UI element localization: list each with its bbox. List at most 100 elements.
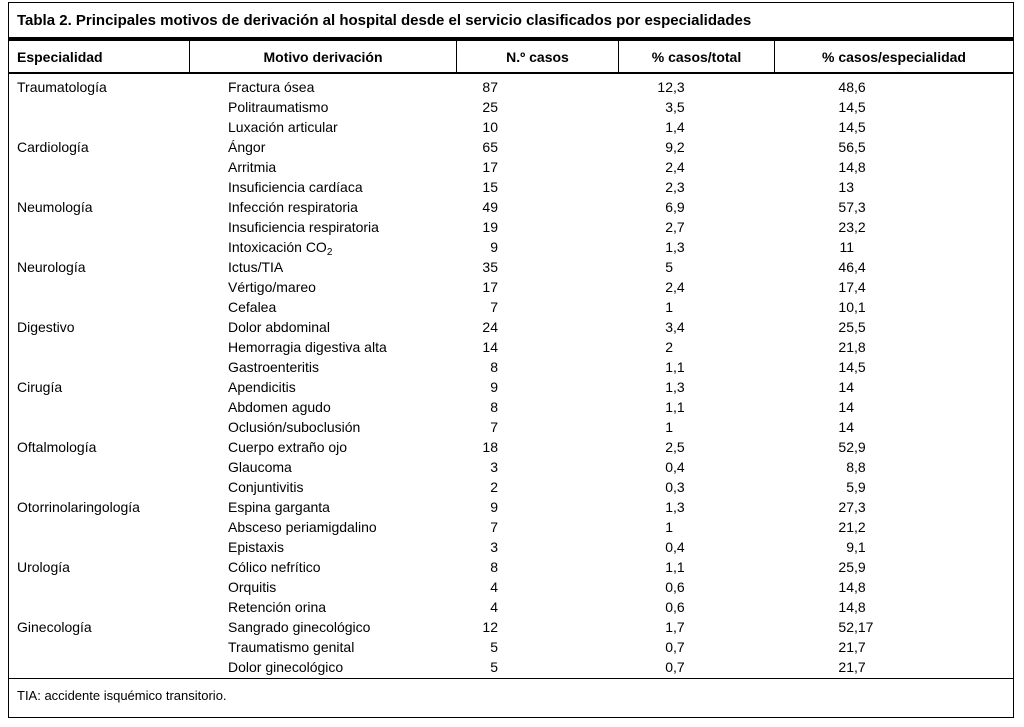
cell-especialidad: Cirugía	[17, 379, 63, 395]
cell-especialidad	[9, 357, 189, 377]
cell-pct-especialidad: 10,1	[838, 299, 866, 315]
table-row: Traumatología Fractura ósea 87 12,3 48,6	[9, 77, 1013, 97]
cell-n-casos: 19	[482, 219, 498, 235]
cell-especialidad	[9, 397, 189, 417]
cell-motivo: Politraumatismo	[228, 99, 329, 115]
cell-pct-total: 0,4	[665, 539, 685, 555]
cell-motivo: Infección respiratoria	[228, 199, 358, 215]
cell-motivo: Glaucoma	[228, 459, 292, 475]
cell-motivo: Cefalea	[228, 299, 277, 315]
cell-pct-total: 0,4	[665, 459, 685, 475]
cell-especialidad	[9, 117, 189, 137]
cell-motivo: Fractura ósea	[228, 79, 315, 95]
table-row: Ginecología Sangrado ginecológico 12 1,7 52,…	[9, 617, 1013, 637]
cell-pct-total: 2,7	[665, 219, 685, 235]
cell-pct-total: 2,3	[665, 179, 685, 195]
cell-pct-total: 9,2	[665, 139, 685, 155]
cell-pct-especialidad: 14	[838, 399, 854, 415]
cell-pct-total: 1,1	[665, 559, 685, 575]
table-footnote: TIA: accidente isquémico transitorio.	[17, 688, 227, 703]
cell-motivo: Espina garganta	[228, 499, 330, 515]
cell-pct-total: 5	[665, 259, 673, 275]
cell-pct-total: 12,3	[657, 79, 685, 95]
cell-especialidad: Neumología	[17, 199, 93, 215]
table-row: Absceso periamigdalino 7 1 21,2	[9, 517, 1013, 537]
cell-pct-especialidad: 14,5	[838, 99, 866, 115]
cell-pct-total: 1,3	[665, 239, 685, 255]
cell-motivo: Ictus/TIA	[228, 259, 284, 275]
cell-pct-especialidad: 46,4	[838, 259, 866, 275]
cell-pct-especialidad: 14,8	[838, 599, 866, 615]
cell-pct-total: 2,4	[665, 159, 685, 175]
cell-n-casos: 14	[482, 339, 498, 355]
cell-especialidad: Oftalmología	[17, 439, 97, 455]
cell-pct-total: 1	[665, 299, 673, 315]
cell-motivo: Gastroenteritis	[228, 359, 320, 375]
cell-pct-especialidad: 25,5	[838, 319, 866, 335]
table-row: Dolor ginecológico 5 0,7 21,7	[9, 657, 1013, 677]
cell-especialidad: Urología	[17, 559, 70, 575]
table-row: Epistaxis 3 0,4 9,1	[9, 537, 1013, 557]
cell-especialidad	[9, 577, 189, 597]
cell-especialidad	[9, 157, 189, 177]
table-row: Vértigo/mareo 17 2,4 17,4	[9, 277, 1013, 297]
cell-pct-especialidad: 14,5	[838, 359, 866, 375]
cell-pct-total: 0,7	[665, 659, 685, 675]
cell-pct-especialidad: 8,8	[846, 459, 866, 475]
cell-pct-total: 1	[665, 519, 673, 535]
table-row: Digestivo Dolor abdominal 24 3,4 25,5	[9, 317, 1013, 337]
table-row: Abdomen agudo 8 1,1 14	[9, 397, 1013, 417]
cell-especialidad	[9, 277, 189, 297]
cell-pct-especialidad: 52,9	[838, 439, 866, 455]
table-row: Oclusión/suboclusión 7 1 14	[9, 417, 1013, 437]
cell-n-casos: 87	[482, 79, 498, 95]
cell-pct-especialidad: 21,7	[838, 659, 866, 675]
table-row: Insuficiencia cardíaca 15 2,3 13	[9, 177, 1013, 197]
table-header-row: Especialidad Motivo derivación N.º casos…	[9, 41, 1013, 74]
column-header-pct-especialidad: % casos/especialidad	[774, 41, 1013, 72]
cell-n-casos: 4	[490, 599, 498, 615]
cell-motivo: Apendicitis	[228, 379, 296, 395]
cell-pct-especialidad: 27,3	[838, 499, 866, 515]
cell-pct-especialidad: 9,1	[846, 539, 866, 555]
table-row: Cardiología Ángor 65 9,2 56,5	[9, 137, 1013, 157]
cell-especialidad	[9, 297, 189, 317]
table-row: Otorrinolaringología Espina garganta 9 1,3 2…	[9, 497, 1013, 517]
cell-n-casos: 12	[482, 619, 498, 635]
cell-motivo: Ángor	[228, 139, 266, 155]
cell-pct-total: 3,4	[665, 319, 685, 335]
cell-pct-total: 0,6	[665, 579, 685, 595]
cell-n-casos: 25	[482, 99, 498, 115]
table-row: Neumología Infección respiratoria 49 6,9 57,…	[9, 197, 1013, 217]
table-card: Tabla 2. Principales motivos de derivaci…	[8, 2, 1014, 718]
cell-pct-especialidad: 14,8	[838, 159, 866, 175]
cell-pct-total: 1,1	[665, 359, 685, 375]
cell-motivo: Retención orina	[228, 599, 327, 615]
cell-pct-especialidad: 14,8	[838, 579, 866, 595]
cell-n-casos: 15	[482, 179, 498, 195]
cell-especialidad	[9, 217, 189, 237]
cell-n-casos: 8	[490, 559, 498, 575]
cell-n-casos: 2	[490, 479, 498, 495]
table-title: Tabla 2. Principales motivos de derivaci…	[17, 12, 752, 29]
cell-pct-especialidad: 21,7	[838, 639, 866, 655]
cell-pct-total: 2,4	[665, 279, 685, 295]
table-row: Politraumatismo 25 3,5 14,5	[9, 97, 1013, 117]
cell-especialidad	[9, 237, 189, 257]
table-body: Traumatología Fractura ósea 87 12,3 48,6 Poli…	[9, 74, 1013, 677]
table-row: Urología Cólico nefrítico 8 1,1 25,9	[9, 557, 1013, 577]
cell-n-casos: 5	[490, 659, 498, 675]
cell-pct-total: 1	[665, 419, 673, 435]
cell-motivo: Cuerpo extraño ojo	[228, 439, 348, 455]
cell-pct-total: 6,9	[665, 199, 685, 215]
cell-n-casos: 7	[490, 299, 498, 315]
cell-especialidad	[9, 477, 189, 497]
cell-n-casos: 5	[490, 639, 498, 655]
cell-motivo: Luxación articular	[228, 119, 338, 135]
cell-pct-especialidad: 56,5	[838, 139, 866, 155]
cell-n-casos: 17	[482, 279, 498, 295]
table-row: Arritmia 17 2,4 14,8	[9, 157, 1013, 177]
cell-pct-especialidad: 17,4	[838, 279, 866, 295]
cell-motivo: Arritmia	[228, 159, 277, 175]
table-row: Neurología Ictus/TIA 35 5 46,4	[9, 257, 1013, 277]
